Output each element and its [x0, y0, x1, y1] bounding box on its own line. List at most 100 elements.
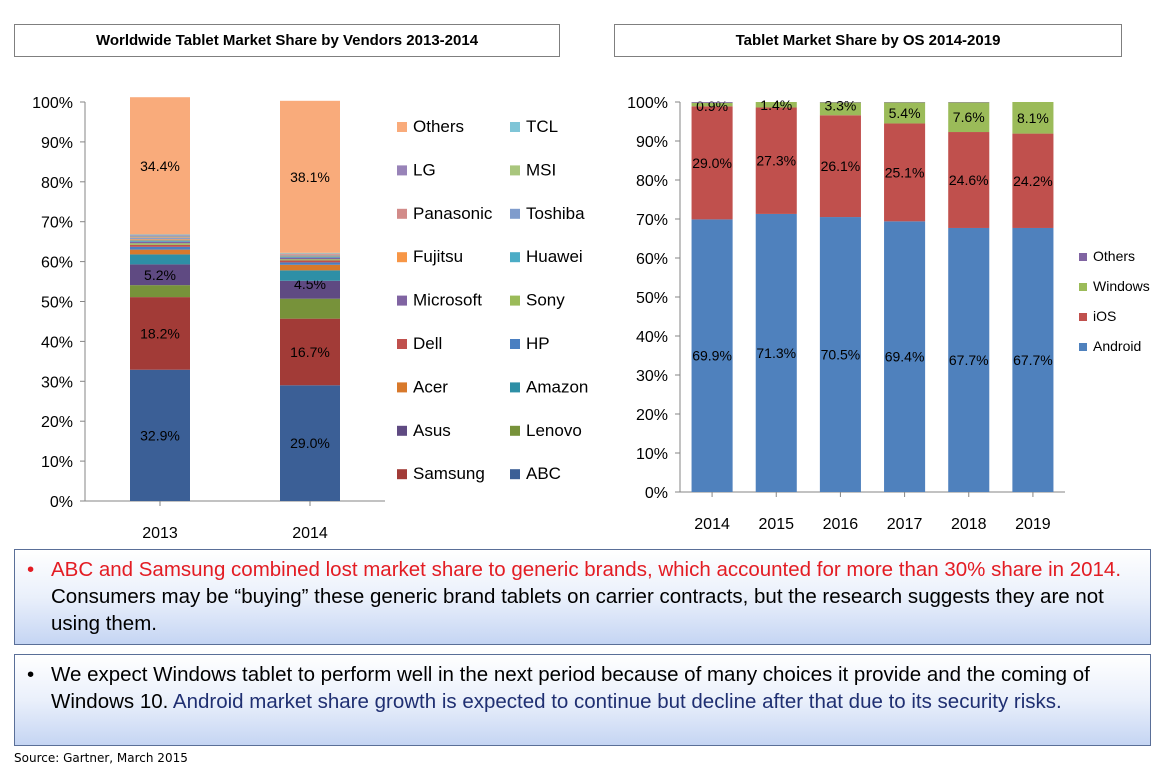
vendor-bar-microsoft-2014: [280, 257, 340, 260]
vendor-legend-label-lenovo: Lenovo: [526, 421, 582, 440]
vendor-legend-swatch-lg: [397, 165, 407, 176]
vendor-bar-lg-2013: [130, 235, 190, 237]
os-bar-android-2019: [1012, 227, 1054, 492]
vendor-legend-swatch-panasonic: [397, 208, 407, 219]
vendor-legend-label-dell: Dell: [413, 334, 442, 353]
vendor-bar-others-2014: [280, 100, 340, 253]
os-bar-android-2016: [819, 217, 861, 493]
os-y-tick-label: 80%: [636, 173, 668, 190]
vendor-bar-lenovo-2013: [130, 285, 190, 298]
vendor-legend-swatch-samsung: [397, 469, 407, 480]
note-highlight-text: ABC and Samsung combined lost market sha…: [51, 558, 1122, 581]
vendor-bar-toshiba-2014: [280, 254, 340, 256]
os-data-label: 67.7%: [1013, 352, 1053, 368]
os-bar-windows-2019: [1012, 102, 1054, 134]
os-y-tick-label: 90%: [636, 134, 668, 151]
os-bar-ios-2017: [884, 123, 926, 222]
vendor-y-tick-label: 100%: [32, 95, 73, 112]
vendor-legend-swatch-lenovo: [510, 425, 520, 436]
note-windows-outlook: • We expect Windows tablet to perform we…: [14, 654, 1151, 746]
vendor-legend-swatch-toshiba: [510, 208, 520, 219]
vendor-data-label: 38.1%: [290, 169, 330, 185]
vendor-legend-label-toshiba: Toshiba: [526, 204, 585, 223]
vendor-data-label: 5.2%: [144, 267, 176, 283]
vendor-bar-abc-2014: [280, 385, 340, 501]
vendor-legend-swatch-tcl: [510, 122, 520, 132]
vendor-legend-swatch-fujitsu: [397, 252, 407, 263]
vendor-bar-toshiba-2013: [130, 238, 190, 240]
os-data-label: 69.4%: [885, 349, 925, 365]
os-data-label: 3.3%: [824, 97, 856, 113]
vendor-y-tick-label: 40%: [41, 334, 73, 351]
vendor-bar-samsung-2013: [130, 297, 190, 370]
vendor-legend-label-acer: Acer: [413, 377, 448, 396]
os-data-label: 69.9%: [692, 348, 732, 364]
vendor-bar-acer-2014: [280, 264, 340, 271]
vendor-legend-swatch-hp: [510, 339, 520, 349]
vendor-legend-swatch-sony: [510, 295, 520, 306]
os-data-label: 71.3%: [756, 345, 796, 361]
vendor-x-tick-label: 2013: [142, 525, 178, 542]
vendor-x-tick-label: 2014: [292, 525, 328, 542]
os-bar-ios-2018: [948, 132, 990, 228]
os-legend-label-android: Android: [1093, 338, 1141, 354]
os-chart-title: Tablet Market Share by OS 2014-2019: [614, 24, 1122, 57]
os-bar-windows-2018: [948, 102, 990, 133]
os-legend-swatch-android: [1079, 343, 1087, 351]
os-data-label: 5.4%: [889, 105, 921, 121]
vendor-bar-dell-2013: [130, 244, 190, 247]
vendor-bar-samsung-2014: [280, 318, 340, 386]
os-data-label: 26.1%: [821, 158, 861, 174]
os-bar-ios-2015: [755, 107, 797, 214]
os-x-tick-label: 2019: [1015, 516, 1051, 533]
os-data-label: 24.2%: [1013, 173, 1053, 189]
note-bullet: •: [27, 558, 35, 581]
vendor-legend-label-panasonic: Panasonic: [413, 204, 493, 223]
vendor-bar-tcl-2013: [130, 234, 190, 236]
os-legend-label-others: Others: [1093, 248, 1135, 264]
os-legend-swatch-ios: [1079, 313, 1087, 321]
vendor-legend-label-asus: Asus: [413, 421, 451, 440]
vendor-legend-label-hp: HP: [526, 334, 550, 353]
os-data-label: 70.5%: [821, 347, 861, 363]
vendor-data-label: 18.2%: [140, 325, 180, 341]
vendor-data-label: 32.9%: [140, 427, 180, 443]
vendor-y-tick-label: 20%: [41, 414, 73, 431]
vendor-bar-fujitsu-2013: [130, 239, 190, 241]
os-x-tick-label: 2014: [694, 516, 730, 533]
os-data-label: 29.0%: [692, 155, 732, 171]
vendor-data-label: 29.0%: [290, 435, 330, 451]
os-x-tick-label: 2017: [887, 516, 923, 533]
vendor-legend-swatch-microsoft: [397, 295, 407, 306]
vendor-y-tick-label: 60%: [41, 255, 73, 272]
note-body-text: We expect Windows tablet to perform well…: [51, 663, 1090, 713]
vendor-legend-swatch-dell: [397, 339, 407, 349]
os-y-tick-label: 30%: [636, 368, 668, 385]
vendor-y-tick-label: 50%: [41, 295, 73, 312]
vendor-legend-swatch-asus: [397, 425, 407, 436]
os-bar-ios-2014: [691, 106, 733, 220]
note-highlight-text: Android market share growth is expected …: [168, 690, 1062, 713]
os-bar-ios-2019: [1012, 133, 1054, 228]
os-bar-others-2014: [691, 102, 733, 103]
vendor-legend-label-fujitsu: Fujitsu: [413, 247, 463, 266]
vendor-y-tick-label: 70%: [41, 215, 73, 232]
vendor-legend-label-others: Others: [413, 117, 464, 136]
vendor-legend-swatch-msi: [510, 165, 520, 176]
os-data-label: 1.4%: [760, 97, 792, 113]
vendor-bar-asus-2013: [130, 264, 190, 286]
vendor-bar-panasonic-2014: [280, 254, 340, 255]
vendor-legend-label-amazon: Amazon: [526, 377, 588, 396]
vendor-bar-microsoft-2013: [130, 241, 190, 244]
os-y-tick-label: 50%: [636, 290, 668, 307]
note-bullet: •: [27, 663, 35, 686]
vendor-bar-panasonic-2013: [130, 237, 190, 239]
vendor-bar-huawei-2013: [130, 240, 190, 242]
os-legend-swatch-others: [1079, 253, 1087, 261]
vendor-legend-swatch-abc: [510, 469, 520, 480]
vendor-legend-label-msi: MSI: [526, 160, 556, 179]
vendor-legend-label-samsung: Samsung: [413, 464, 485, 483]
os-bar-android-2014: [691, 219, 733, 492]
vendor-data-label: 16.7%: [290, 344, 330, 360]
vendor-y-tick-label: 0%: [50, 494, 73, 511]
